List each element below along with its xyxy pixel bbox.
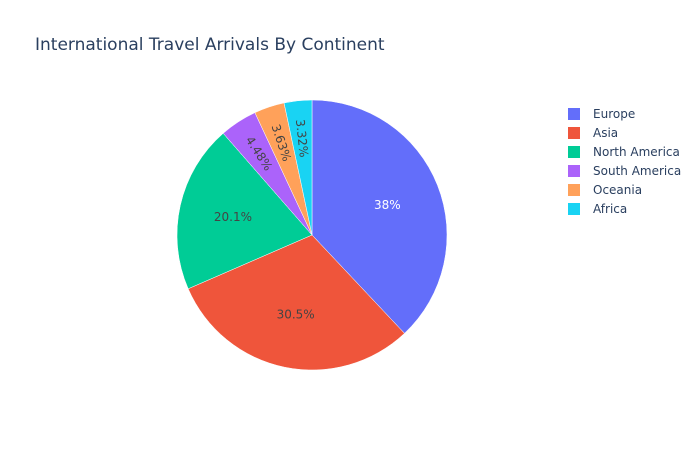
legend-label-oceania[interactable]: Oceania (593, 183, 642, 197)
legend-swatch-north-america[interactable] (568, 146, 580, 158)
pie-slice-label-north-america: 20.1% (214, 210, 252, 224)
chart-title: International Travel Arrivals By Contine… (35, 35, 385, 55)
legend-label-africa[interactable]: Africa (593, 202, 627, 216)
pie-slice-label-africa: 3.32% (293, 119, 311, 158)
legend-swatch-europe[interactable] (568, 108, 580, 120)
legend-swatch-asia[interactable] (568, 127, 580, 139)
legend-swatch-oceania[interactable] (568, 184, 580, 196)
legend-label-south-america[interactable]: South America (593, 164, 681, 178)
pie-slice-label-asia: 30.5% (277, 307, 315, 321)
legend: Europe Asia North America South America Ocea… (568, 107, 681, 216)
pie-slices (176, 99, 448, 371)
legend-swatch-south-america[interactable] (568, 165, 580, 177)
pie-slice-asia (187, 234, 405, 371)
legend-label-asia[interactable]: Asia (593, 126, 618, 140)
pie-slice-north-america (176, 132, 313, 290)
legend-label-north-america[interactable]: North America (593, 145, 680, 159)
legend-swatch-africa[interactable] (568, 203, 580, 215)
pie-slice-africa (283, 99, 313, 236)
pie-slice-label-europe: 38% (374, 198, 401, 212)
pie-slice-europe (311, 99, 448, 334)
legend-label-europe[interactable]: Europe (593, 107, 635, 121)
